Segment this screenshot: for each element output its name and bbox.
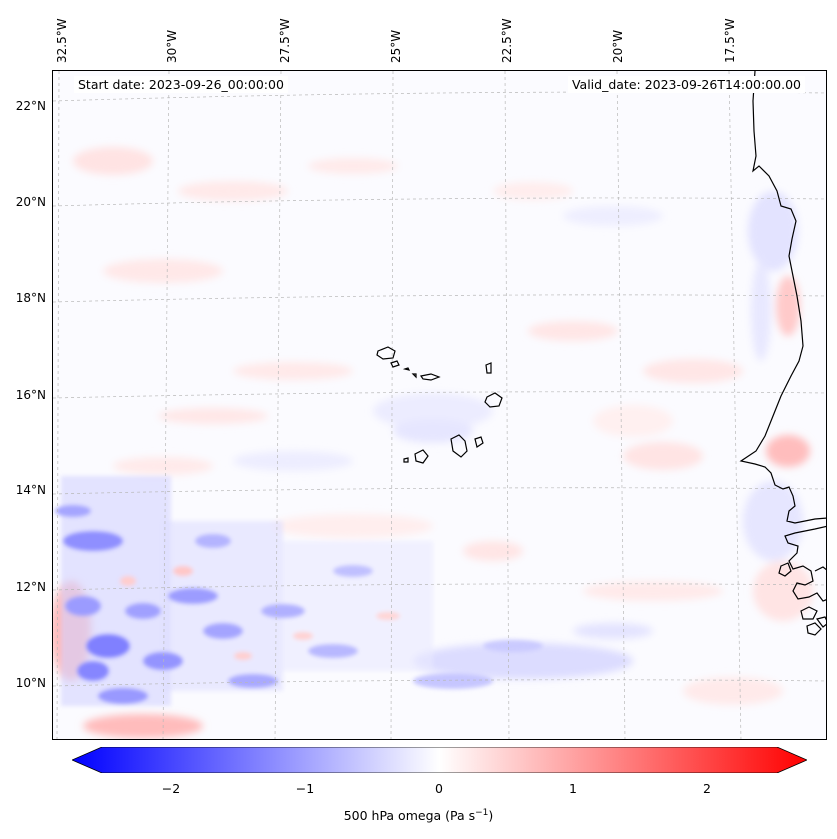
lon-label-27-5w: 27.5°W	[278, 18, 292, 63]
lon-label-25w: 25°W	[389, 29, 403, 63]
lon-label-17-5w: 17.5°W	[723, 18, 737, 63]
colorbar-label-main: 500 hPa omega (Pa s	[343, 808, 476, 824]
lon-label-30w: 30°W	[165, 29, 179, 63]
africa-coastline	[739, 71, 826, 636]
omega-field-convective	[55, 476, 543, 706]
omega-field-map	[53, 71, 826, 739]
cabo-verde-islands	[376, 346, 503, 464]
lon-label-22-5w: 22.5°W	[500, 18, 514, 63]
colorbar-tick-minus-1: −1	[295, 781, 315, 796]
map-panel	[52, 70, 827, 740]
colorbar-tick-0: 0	[435, 781, 443, 796]
lon-label-32-5w: 32.5°W	[55, 18, 69, 63]
lat-label-22n: 22°N	[15, 99, 46, 113]
lat-label-16n: 16°N	[15, 388, 46, 402]
start-date-label: Start date: 2023-09-26_00:00:00	[74, 76, 288, 93]
colorbar-tick-2: 2	[703, 781, 711, 796]
colorbar	[72, 747, 807, 773]
colorbar-tick-1: 1	[569, 781, 577, 796]
colorbar-label: 500 hPa omega (Pa s−1)	[0, 808, 837, 823]
lat-label-12n: 12°N	[15, 580, 46, 594]
lon-label-20w: 20°W	[611, 29, 625, 63]
lat-label-10n: 10°N	[15, 676, 46, 690]
colorbar-gradient	[72, 747, 807, 773]
lat-label-20n: 20°N	[15, 195, 46, 209]
colorbar-tick-minus-2: −2	[161, 781, 181, 796]
lat-label-18n: 18°N	[15, 291, 46, 305]
colorbar-label-close: )	[488, 808, 494, 824]
colorbar-label-exponent: −1	[475, 808, 489, 818]
graticule	[53, 71, 826, 739]
lat-label-14n: 14°N	[15, 483, 46, 497]
valid-date-label: Valid_date: 2023-09-26T14:00:00.00	[567, 76, 805, 93]
